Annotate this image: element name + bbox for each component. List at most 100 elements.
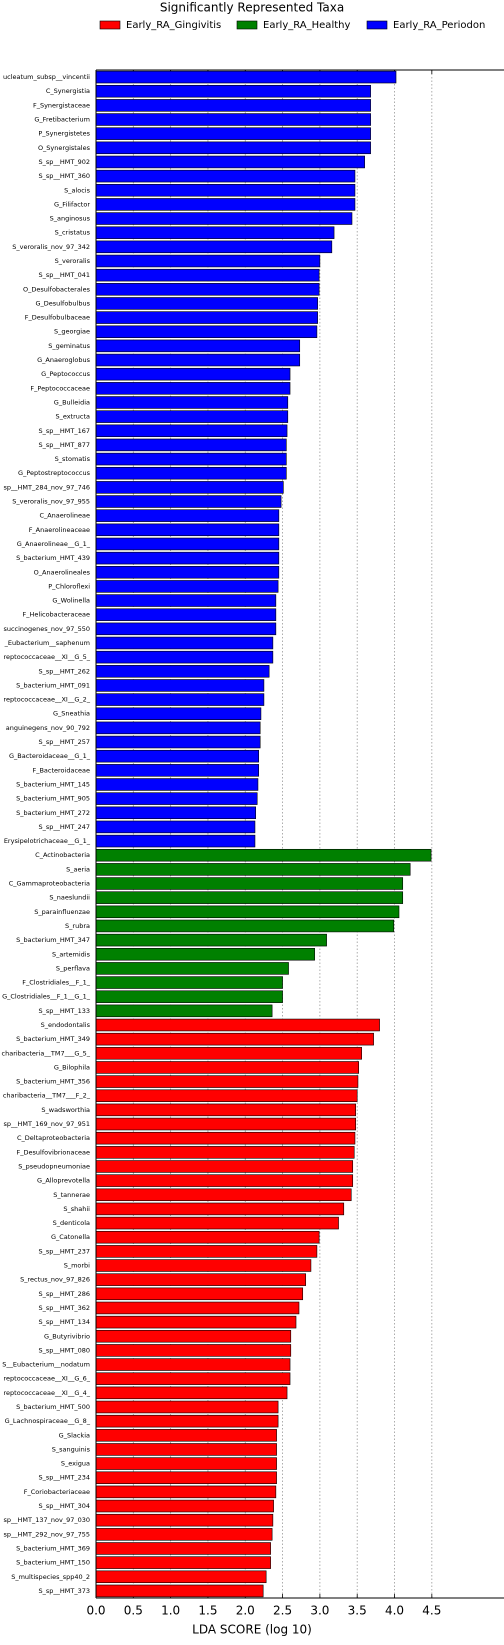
x-tick-label: 1.5: [198, 1604, 217, 1618]
bar: [95, 721, 261, 735]
y-tick-label: S_bacterium_HMT_356: [16, 1078, 90, 1086]
y-tick-label: sp__HMT_292_nov_97_755: [3, 1530, 90, 1538]
bar: [95, 466, 287, 480]
y-tick-label: S_artemidis: [52, 950, 91, 958]
y-tick-label: S_endodontalis: [41, 1021, 91, 1029]
bar: [95, 1485, 277, 1499]
bar: [95, 806, 257, 820]
bar: [95, 339, 301, 353]
bar: [95, 481, 284, 494]
bar: [95, 297, 318, 310]
bar: [95, 184, 356, 197]
y-tick-label: S_bacterium_HMT_347: [16, 936, 90, 944]
bar: [95, 226, 335, 239]
y-tick-label: F_Synergistaceae: [33, 101, 90, 109]
bar: [95, 353, 301, 367]
bar: [95, 1160, 354, 1173]
y-tick-label: _Eubacterium__saphenum: [4, 639, 90, 647]
bar: [95, 976, 283, 989]
bar: [95, 523, 280, 537]
bar: [95, 325, 318, 338]
bar: [95, 1018, 380, 1032]
y-tick-label: G_Clostridiales__F_1__G_1_: [2, 993, 91, 1001]
legend-swatch: [236, 20, 258, 30]
bar: [95, 1315, 297, 1329]
x-tick-label: 3.5: [348, 1604, 367, 1618]
legend-swatch: [366, 20, 388, 30]
y-tick-label: S_sp__HMT_234: [38, 1474, 90, 1482]
y-tick-label: G_Sneathia: [53, 710, 90, 718]
bar: [95, 1513, 274, 1527]
y-tick-label: sp__HMT_137_nov_97_030: [3, 1516, 90, 1524]
bar: [95, 438, 287, 452]
y-tick-label: F_Desulfovibrionaceae: [17, 1148, 90, 1156]
bar: [95, 1047, 362, 1060]
bar: [95, 141, 371, 155]
y-tick-label: S_sp__HMT_167: [38, 427, 90, 435]
y-tick-label: S_sp__HMT_304: [38, 1502, 90, 1510]
y-tick-label: sp__HMT_284_nov_97_746: [3, 483, 90, 491]
y-tick-label: succinogenes_nov_97_550: [3, 625, 90, 633]
bar: [95, 566, 280, 579]
bar: [95, 707, 262, 720]
bar: [95, 863, 411, 876]
bar: [95, 311, 318, 324]
bar: [95, 679, 265, 692]
bar: [95, 424, 288, 438]
bar: [95, 735, 261, 749]
bar: [95, 1245, 318, 1258]
legend-label: Early_RA_Healthy: [263, 20, 350, 31]
bar: [95, 919, 395, 933]
y-tick-label: sp__HMT_169_nov_97_951: [3, 1120, 90, 1128]
y-tick-label: S_naeslundii: [49, 894, 90, 902]
y-tick-label: S_georgiae: [54, 328, 90, 336]
bar: [95, 792, 258, 805]
bar: [95, 1202, 345, 1216]
x-tick-label: 4.0: [385, 1604, 404, 1618]
y-tick-label: S_veroralis_nov_97_955: [12, 498, 90, 506]
y-tick-label: S_pseudopneumoniae: [18, 1162, 90, 1170]
bar: [95, 1457, 277, 1470]
y-tick-label: S_sp__HMT_080: [38, 1346, 90, 1354]
y-tick-label: S_sp__HMT_373: [38, 1587, 90, 1595]
y-tick-label: S_multispecies_spp40_2: [11, 1573, 90, 1581]
y-tick-label: S_sp__HMT_134: [38, 1318, 90, 1326]
bar: [95, 820, 256, 834]
y-tick-label: S_sp__HMT_286: [38, 1290, 90, 1298]
bar: [95, 1499, 274, 1513]
y-tick-label: G_Catonella: [51, 1233, 90, 1241]
y-tick-label: charibacteria__TM7___G_5_: [2, 1049, 91, 1057]
y-tick-label: S_bacterium_HMT_272: [16, 809, 90, 817]
y-tick-label: F_Peptococcaceae: [30, 384, 90, 392]
y-tick-label: S_sp__HMT_257: [38, 738, 90, 746]
bar: [95, 155, 365, 169]
y-tick-label: S_bacterium_HMT_905: [16, 795, 90, 803]
bar: [95, 905, 400, 919]
y-tick-label: S_bacterium_HMT_369: [16, 1544, 90, 1552]
bar: [95, 268, 320, 282]
bar: [95, 1443, 277, 1456]
bar: [95, 1301, 300, 1315]
y-tick-label: S_aeria: [66, 865, 90, 873]
legend-label: Early_RA_Periodon: [393, 20, 485, 31]
y-tick-label: F_Desulfobulbaceae: [25, 314, 90, 322]
y-tick-label: S_veroralis_nov_97_342: [12, 243, 90, 251]
legend-label: Early_RA_Gingivitis: [126, 20, 221, 31]
bar: [95, 382, 291, 395]
chart-title: Significantly Represented Taxa: [160, 1, 344, 15]
y-tick-label: G_Alloprevotella: [37, 1177, 90, 1185]
bar: [95, 891, 404, 904]
y-tick-label: O_Synergistales: [38, 144, 91, 152]
y-tick-label: G_Anaerolineae__G_1_: [17, 540, 91, 548]
bar: [95, 580, 279, 593]
y-tick-label: G_Bilophila: [54, 1063, 90, 1071]
bar: [95, 1584, 264, 1598]
y-tick-label: G_Desulfobulbus: [35, 299, 90, 307]
bar: [95, 1117, 357, 1131]
y-tick-label: G_Anaeroglobus: [37, 356, 90, 364]
y-tick-label: F_Bacteroidaceae: [32, 766, 90, 774]
y-tick-label: C_Deltaproteobacteria: [17, 1134, 90, 1142]
bar: [95, 1287, 304, 1301]
bar: [95, 877, 404, 890]
y-tick-label: O_Anaerolineales: [34, 568, 91, 576]
